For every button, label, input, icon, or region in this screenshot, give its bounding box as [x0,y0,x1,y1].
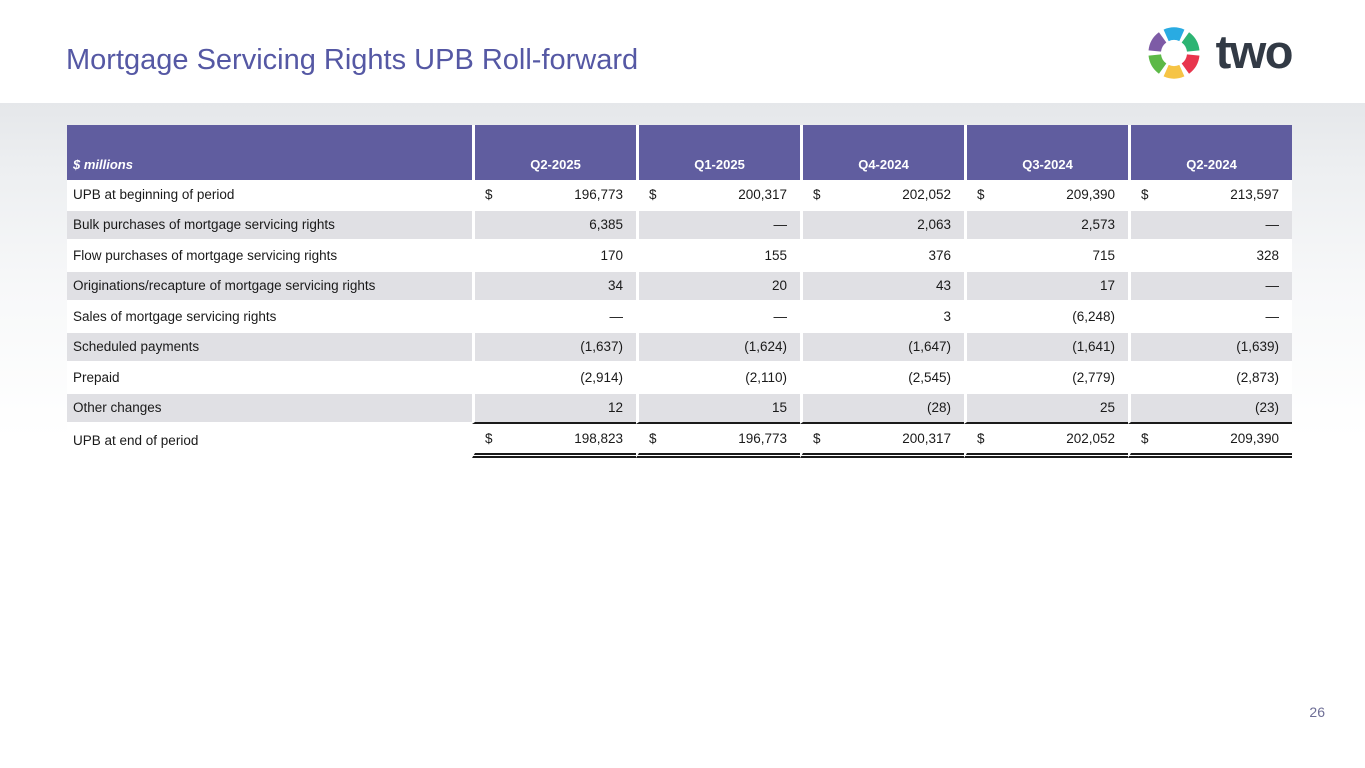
value-cell: 43 [800,271,964,302]
value-cell: (1,641) [964,332,1128,363]
value-cell: — [636,210,800,241]
value-cell: — [472,302,636,333]
row-label: UPB at end of period [67,424,472,458]
row-label: Scheduled payments [67,332,472,363]
value-number: 198,823 [574,430,623,446]
table-row: UPB at beginning of period $196,773 $200,3… [67,180,1292,211]
value-cell: $200,317 [636,180,800,211]
value-number: 213,597 [1230,186,1279,202]
value-cell: (2,545) [800,363,964,394]
row-label: Originations/recapture of mortgage servi… [67,271,472,302]
page-number: 26 [1309,704,1325,720]
value-cell: 34 [472,271,636,302]
value-cell: 17 [964,271,1128,302]
value-cell: 155 [636,241,800,272]
value-cell: 2,063 [800,210,964,241]
dollar-sign: $ [1141,430,1149,446]
logo-text: two [1215,24,1294,78]
column-header-q4-2024: Q4-2024 [800,125,964,180]
dollar-sign: $ [1141,186,1149,202]
table-row: UPB at end of period $198,823 $196,773 $200… [67,424,1292,458]
value-number: 200,317 [738,186,787,202]
table-row: Other changes 12 15 (28) 25 (23) [67,393,1292,424]
value-number: 202,052 [1066,430,1115,446]
table-row: Prepaid (2,914) (2,110) (2,545) (2,779) (2,87… [67,363,1292,394]
table-unit-label: $ millions [67,125,472,180]
value-cell: $196,773 [472,180,636,211]
value-cell: 715 [964,241,1128,272]
value-cell: $213,597 [1128,180,1292,211]
value-cell: (1,637) [472,332,636,363]
value-number: 196,773 [738,430,787,446]
row-label: UPB at beginning of period [67,180,472,211]
column-header-q1-2025: Q1-2025 [636,125,800,180]
column-header-q2-2025: Q2-2025 [472,125,636,180]
company-logo: two [1145,24,1294,82]
value-cell: (23) [1128,393,1292,424]
value-cell: 12 [472,393,636,424]
value-cell: 2,573 [964,210,1128,241]
table-row: Scheduled payments (1,637) (1,624) (1,647)(… [67,332,1292,363]
value-cell: (6,248) [964,302,1128,333]
row-label: Sales of mortgage servicing rights [67,302,472,333]
dollar-sign: $ [977,430,985,446]
table-row: Bulk purchases of mortgage servicing rig… [67,210,1292,241]
dollar-sign: $ [813,186,821,202]
row-label: Other changes [67,393,472,424]
value-cell: 3 [800,302,964,333]
value-cell: (2,110) [636,363,800,394]
value-cell: — [636,302,800,333]
value-cell: (2,779) [964,363,1128,394]
value-cell: $198,823 [472,424,636,458]
value-number: 209,390 [1066,186,1115,202]
value-cell: $202,052 [964,424,1128,458]
dollar-sign: $ [977,186,985,202]
value-cell: 15 [636,393,800,424]
pinwheel-icon [1148,27,1200,79]
value-cell: (28) [800,393,964,424]
value-cell: (1,647) [800,332,964,363]
value-cell: (1,639) [1128,332,1292,363]
dollar-sign: $ [649,186,657,202]
row-label: Bulk purchases of mortgage servicing rig… [67,210,472,241]
table-row: Originations/recapture of mortgage servi… [67,271,1292,302]
value-number: 196,773 [574,186,623,202]
dollar-sign: $ [813,430,821,446]
value-cell: — [1128,271,1292,302]
roll-forward-table: $ millions Q2-2025 Q1-2025 Q4-2024 Q3-2024 Q2… [67,125,1292,458]
value-cell: 328 [1128,241,1292,272]
value-number: 209,390 [1230,430,1279,446]
value-cell: 25 [964,393,1128,424]
roll-forward-table-container: $ millions Q2-2025 Q1-2025 Q4-2024 Q3-2024 Q2… [67,125,1292,458]
value-cell: $202,052 [800,180,964,211]
value-cell: $209,390 [964,180,1128,211]
table-header-row: $ millions Q2-2025 Q1-2025 Q4-2024 Q3-2024 Q2… [67,125,1292,180]
row-label: Flow purchases of mortgage servicing rig… [67,241,472,272]
column-header-q2-2024: Q2-2024 [1128,125,1292,180]
value-cell: (2,873) [1128,363,1292,394]
value-cell: $209,390 [1128,424,1292,458]
value-number: 200,317 [902,430,951,446]
value-cell: 170 [472,241,636,272]
table-row: Flow purchases of mortgage servicing rig… [67,241,1292,272]
value-cell: — [1128,210,1292,241]
dollar-sign: $ [649,430,657,446]
value-cell: 376 [800,241,964,272]
table-row: Sales of mortgage servicing rights — —3 (6,… [67,302,1292,333]
value-cell: — [1128,302,1292,333]
dollar-sign: $ [485,186,493,202]
row-label: Prepaid [67,363,472,394]
slide-title: Mortgage Servicing Rights UPB Roll-forwa… [66,44,639,76]
value-cell: $200,317 [800,424,964,458]
value-cell: (2,914) [472,363,636,394]
dollar-sign: $ [485,430,493,446]
value-cell: 6,385 [472,210,636,241]
value-cell: $196,773 [636,424,800,458]
value-cell: 20 [636,271,800,302]
column-header-q3-2024: Q3-2024 [964,125,1128,180]
value-cell: (1,624) [636,332,800,363]
value-number: 202,052 [902,186,951,202]
